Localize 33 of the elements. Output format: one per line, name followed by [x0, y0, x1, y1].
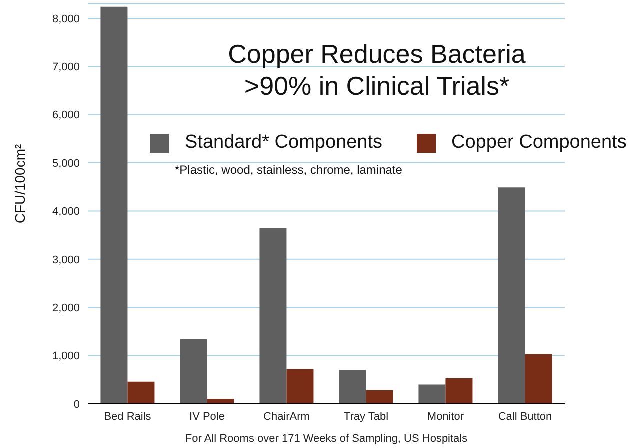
- bar: [180, 339, 208, 404]
- text: Copper Reduces Bacteria >90% in Clinical Trials*: [227, 38, 527, 102]
- y-tick-label: 8,000: [52, 13, 80, 26]
- legend-label: Copper Components: [452, 132, 627, 154]
- legend-label: Standard* Components: [185, 132, 383, 154]
- bar: [128, 382, 155, 404]
- x-tick-label: Call Button: [498, 410, 552, 423]
- bar: [286, 369, 314, 404]
- bar: [446, 378, 473, 404]
- bar: [525, 354, 552, 404]
- y-tick-label: 3,000: [52, 254, 80, 266]
- x-tick-label: Monitor: [427, 410, 464, 423]
- y-tick-label: 7,000: [52, 62, 80, 74]
- y-tick-label: 4,000: [52, 206, 80, 218]
- bar: [100, 6, 128, 404]
- bar: [339, 370, 366, 404]
- x-tick-label: Bed Rails: [104, 410, 152, 423]
- x-tick-label: Tray Tabl: [344, 410, 389, 423]
- bar: [207, 399, 234, 404]
- bar: [366, 390, 394, 404]
- x-axis-title: For All Rooms over 171 Weeks of Sampling, US Hospitals: [185, 433, 468, 445]
- bar: [260, 228, 287, 404]
- bar: [498, 188, 526, 404]
- y-tick-label: 5,000: [52, 158, 80, 170]
- y-tick-label: 0: [74, 398, 80, 411]
- y-tick-label: 6,000: [52, 110, 80, 122]
- x-tick-label: ChairArm: [264, 410, 310, 423]
- x-tick-label: IV Pole: [190, 410, 225, 423]
- y-axis-title: CFU/100cm²: [12, 144, 28, 224]
- annotation: *Plastic, wood, stainless, chrome, laminate: [175, 163, 402, 177]
- bar: [418, 384, 446, 404]
- y-tick-label: 2,000: [52, 302, 80, 315]
- y-tick-label: 1,000: [52, 350, 80, 363]
